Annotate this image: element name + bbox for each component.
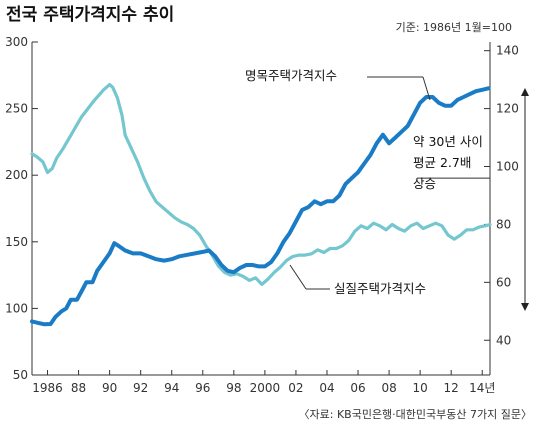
annotation-text: 상승: [413, 176, 436, 191]
left-tick-label: 150: [5, 235, 28, 249]
right-tick-label: 60: [496, 275, 511, 289]
range-arrow-head-down: [521, 303, 529, 311]
series-layer: [30, 83, 492, 327]
nominal-leader-line-d: [422, 76, 431, 101]
real-series-label: 실질주택가격지수: [334, 281, 426, 296]
right-tick-label: 120: [496, 102, 519, 116]
series-line-nominal: [30, 86, 491, 327]
right-tick-label: 40: [496, 333, 511, 347]
left-tick-label: 50: [13, 368, 28, 382]
real-leader-line-d: [289, 264, 307, 290]
right-tick-label: 100: [496, 160, 519, 174]
range-arrow-head-up: [521, 88, 529, 96]
annotation-text: 평균 2.7배: [413, 155, 471, 170]
series-line-real: [30, 83, 492, 286]
x-tick-label: 94: [164, 381, 179, 395]
left-tick-label: 200: [5, 168, 28, 182]
x-tick-label: 10: [412, 381, 427, 395]
left-tick-label: 100: [5, 301, 28, 315]
source-note: 〈자료: KB국민은행·대한민국부동산 7가지 질문〉: [299, 408, 533, 421]
x-tick-label: 04: [319, 381, 334, 395]
x-tick-label: 12: [444, 381, 459, 395]
x-tick-label: 96: [195, 381, 210, 395]
x-tick-label: 06: [350, 381, 365, 395]
x-tick-label: 02: [288, 381, 303, 395]
right-tick-label: 80: [496, 217, 511, 231]
x-tick-label: 08: [381, 381, 396, 395]
x-tick-label: 2000: [250, 381, 281, 395]
base-note: 기준: 1986년 1월=100: [396, 21, 512, 34]
right-tick-label: 140: [496, 44, 519, 58]
chart-title: 전국 주택가격지수 추이: [6, 5, 174, 25]
x-tick-label: 92: [133, 381, 148, 395]
left-tick-label: 300: [5, 35, 28, 49]
x-tick-label: 1986: [32, 381, 63, 395]
x-tick-label: 90: [102, 381, 117, 395]
axes-group: 50 100 150 200 250 300 40 60 80 100 120 140 1986 88 90…: [5, 35, 519, 395]
left-tick-label: 250: [5, 102, 28, 116]
x-tick-label: 88: [71, 381, 86, 395]
annotation-text: 약 30년 사이: [413, 134, 483, 149]
nominal-series-label: 명목주택가격지수: [245, 68, 337, 83]
x-tick-label: 14년: [469, 381, 495, 395]
x-tick-label: 98: [226, 381, 241, 395]
